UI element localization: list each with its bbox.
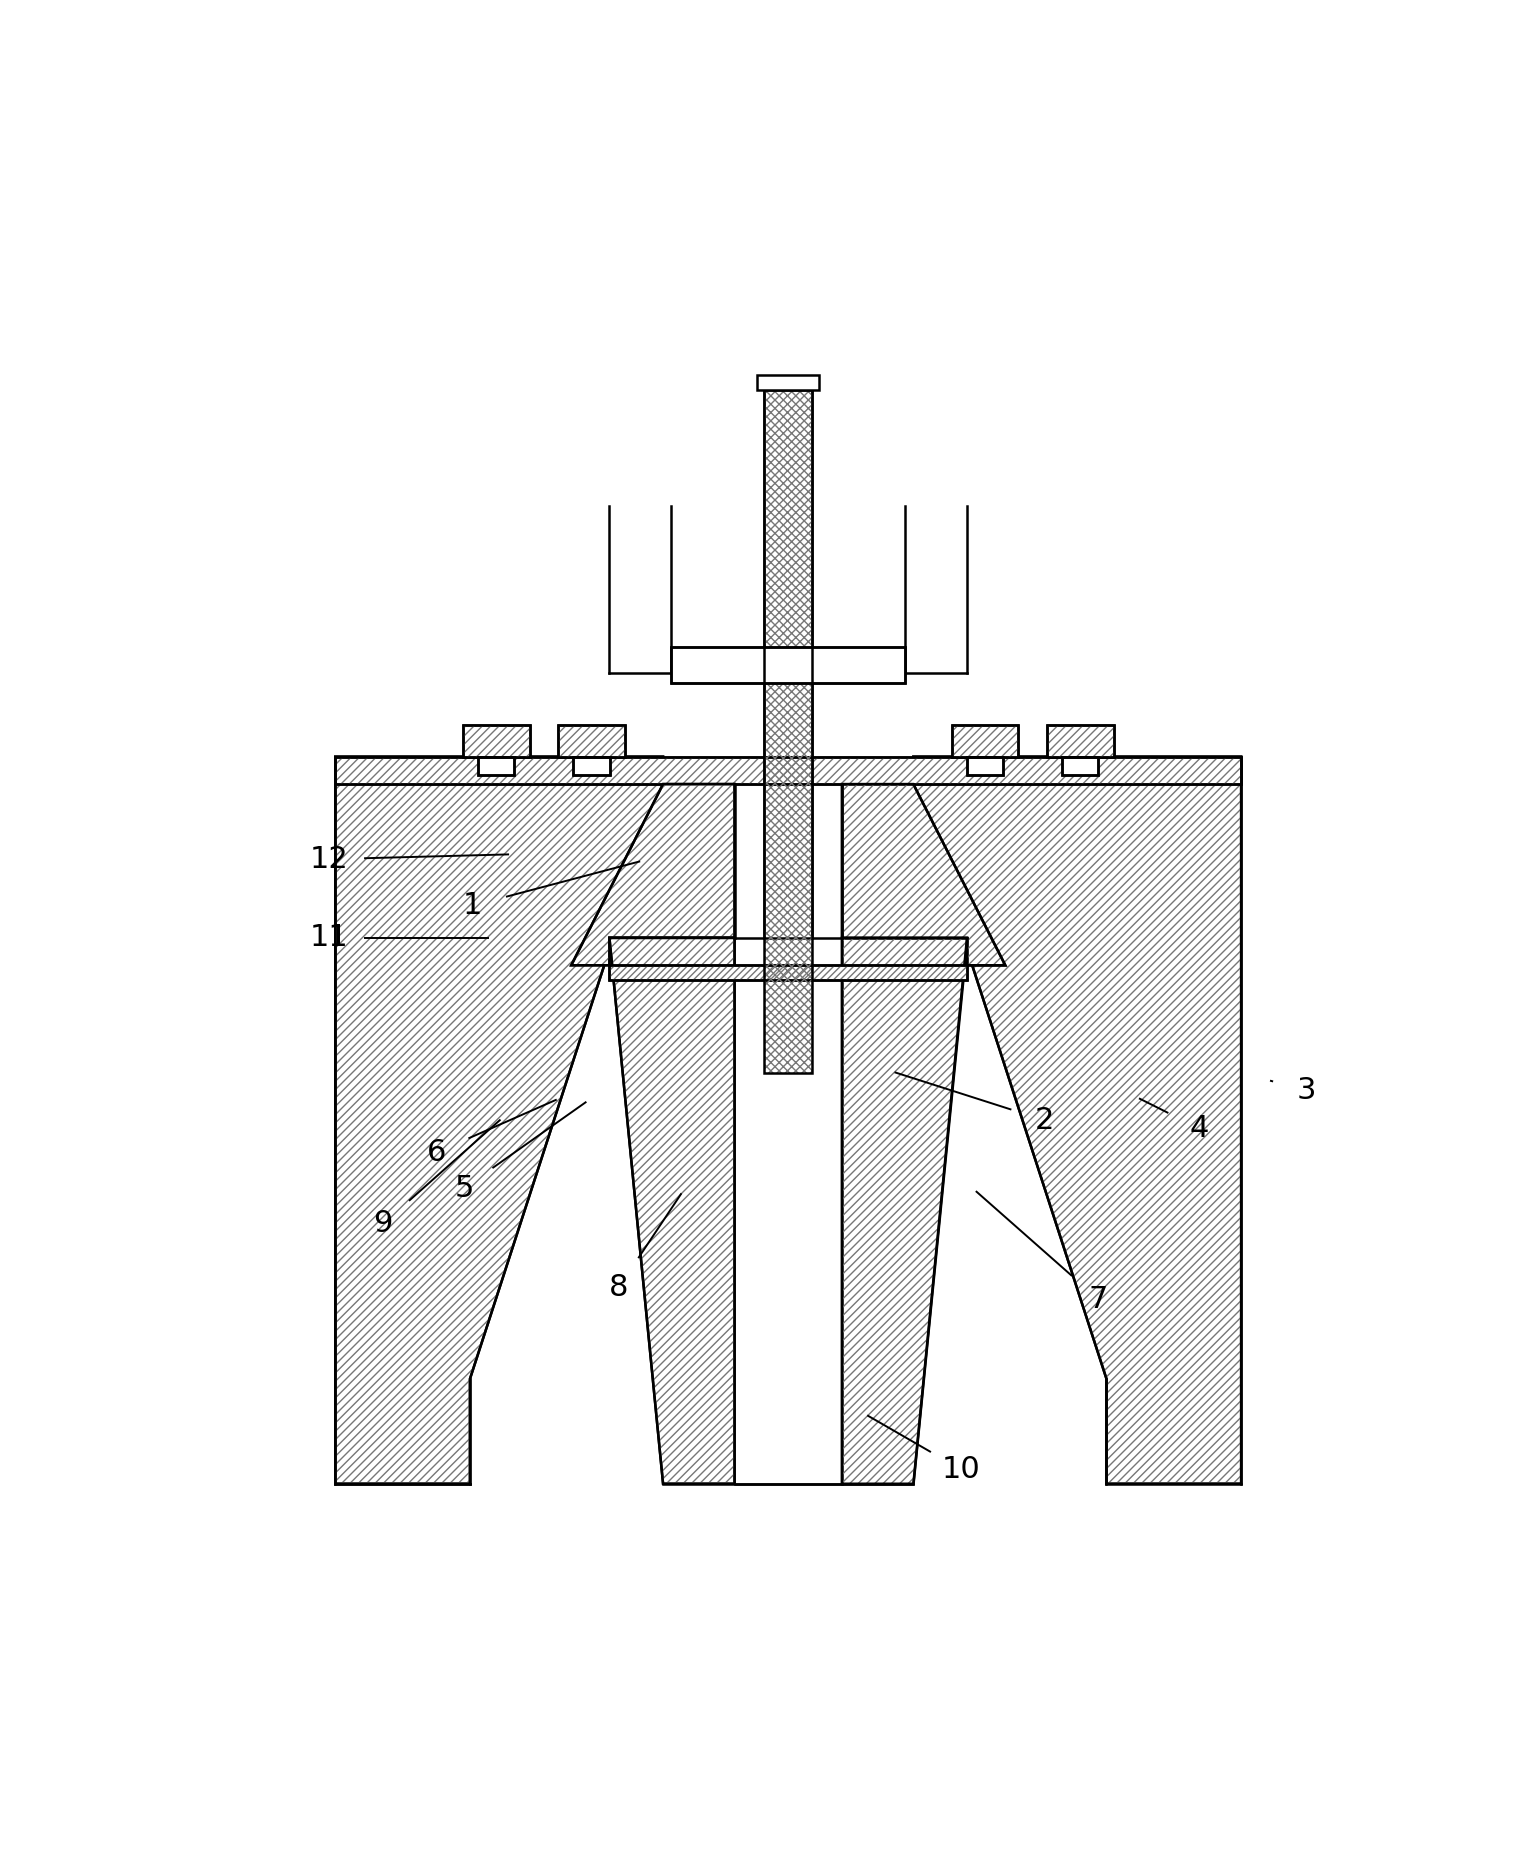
Bar — [558, 726, 624, 756]
Bar — [463, 726, 529, 756]
Bar — [952, 726, 1018, 756]
Bar — [1063, 756, 1098, 775]
Bar — [1047, 726, 1114, 756]
Bar — [952, 726, 1018, 756]
Bar — [574, 756, 609, 775]
Text: 7: 7 — [1089, 1285, 1107, 1313]
Bar — [609, 966, 967, 979]
Bar — [672, 647, 904, 683]
Bar — [463, 726, 529, 756]
Bar — [463, 726, 529, 756]
Bar — [478, 756, 514, 775]
Bar — [764, 390, 812, 1073]
Text: 6: 6 — [428, 1139, 446, 1167]
Bar — [757, 375, 820, 390]
Bar — [558, 726, 624, 756]
Text: 10: 10 — [941, 1456, 980, 1484]
Bar — [335, 756, 1241, 784]
Polygon shape — [841, 784, 1006, 966]
Polygon shape — [571, 784, 735, 966]
Bar — [478, 756, 514, 775]
Bar — [967, 756, 1003, 775]
Polygon shape — [335, 756, 663, 1484]
Bar — [574, 756, 609, 775]
Bar — [558, 726, 624, 756]
Text: 3: 3 — [1297, 1077, 1317, 1105]
Bar — [609, 966, 967, 979]
Bar — [672, 647, 904, 683]
Text: 12: 12 — [311, 844, 349, 874]
Text: 2: 2 — [1035, 1105, 1054, 1135]
Text: 1: 1 — [463, 891, 481, 919]
Polygon shape — [841, 938, 967, 1484]
Text: 11: 11 — [311, 923, 349, 953]
Text: 5: 5 — [454, 1174, 474, 1203]
Polygon shape — [609, 938, 735, 1484]
Bar — [335, 756, 1241, 784]
Bar — [764, 390, 812, 1073]
Polygon shape — [914, 756, 1241, 1484]
Bar — [1063, 756, 1098, 775]
Bar — [1047, 726, 1114, 756]
Bar — [609, 966, 967, 979]
Text: 9: 9 — [374, 1210, 392, 1238]
Text: 8: 8 — [609, 1272, 629, 1302]
Bar — [967, 756, 1003, 775]
Bar — [1047, 726, 1114, 756]
Bar — [335, 756, 1241, 784]
Bar — [952, 726, 1018, 756]
Text: 4: 4 — [1190, 1114, 1209, 1142]
